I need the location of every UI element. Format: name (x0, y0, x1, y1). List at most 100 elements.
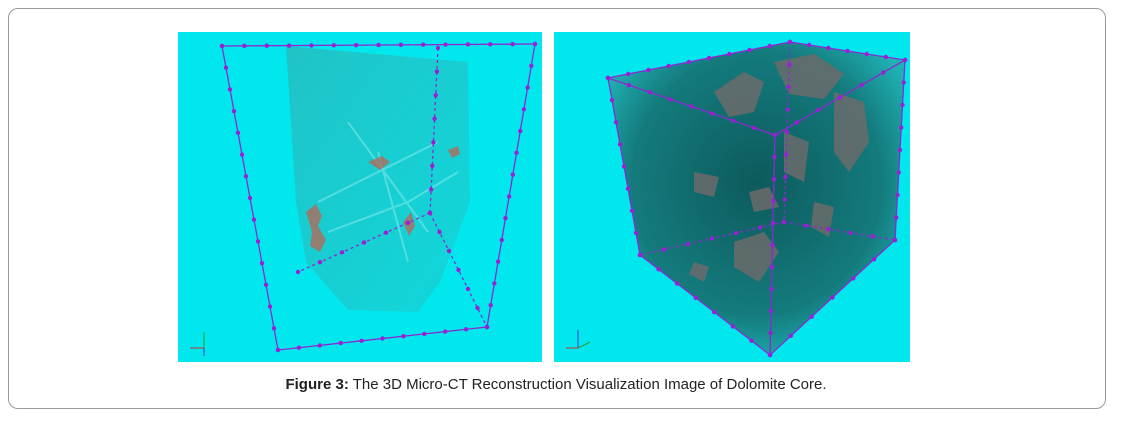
edge-dot (435, 45, 441, 51)
edge-dot (263, 282, 269, 288)
edge-dot (380, 336, 385, 341)
edge-dot (706, 55, 712, 61)
edge-dot (770, 242, 775, 248)
edge-dot (787, 39, 793, 45)
edge-dot (617, 142, 623, 147)
edge-dot (870, 234, 875, 239)
edge-dot (712, 309, 717, 315)
edge-dot (609, 97, 615, 103)
edge-dot (605, 75, 611, 81)
edge-dot (901, 80, 906, 85)
edge-dot (859, 82, 864, 88)
edge-dot (864, 51, 869, 57)
edge-dot (430, 163, 435, 169)
edge-dot (247, 195, 253, 201)
edge-dot (733, 230, 739, 236)
edge-dot (518, 128, 523, 134)
edge-dot (383, 230, 389, 235)
edge-dot (693, 295, 698, 301)
edge-dot (899, 125, 904, 130)
edge-dot (286, 43, 292, 48)
edge-dot (625, 186, 631, 191)
edge-dot (892, 237, 898, 243)
edge-dot (446, 248, 452, 254)
edge-dot (848, 230, 853, 235)
edge-dot (271, 326, 277, 331)
edge-dot (219, 43, 225, 49)
edge-dot (475, 305, 480, 311)
edge-dot (731, 118, 736, 123)
edge-dot (804, 223, 809, 228)
edge-dot (851, 276, 856, 281)
edge-dot (646, 67, 651, 73)
edge-dot (770, 220, 776, 226)
edge-dot (428, 187, 434, 192)
edge-dot (484, 324, 490, 330)
edge-dot (359, 338, 364, 343)
edge (783, 221, 896, 241)
edge-dot (514, 150, 519, 156)
edge-dot (902, 57, 908, 63)
edge-dot (782, 197, 787, 202)
caption-text: The 3D Micro-CT Reconstruction Visualiza… (352, 376, 827, 393)
edge-dot (757, 225, 763, 230)
edge-dot (767, 352, 773, 358)
edge-dot (521, 107, 527, 112)
edge-dot (881, 70, 886, 75)
edge-dot (686, 59, 692, 65)
edge-dot (376, 42, 381, 48)
edge (486, 43, 536, 328)
edge-dot (421, 42, 426, 47)
edge-dot (295, 269, 301, 275)
axis-glyph (190, 332, 205, 356)
edge-dot (656, 267, 661, 272)
edge-dot (747, 47, 752, 53)
edge-dot (488, 303, 493, 308)
core-volume (286, 46, 470, 312)
edge-dot (242, 43, 247, 49)
edge-dot (826, 227, 831, 232)
edge-dot (806, 42, 812, 48)
edge-dot (361, 240, 367, 245)
edge-dot (781, 219, 787, 225)
edge-dot (525, 85, 530, 90)
pores (689, 54, 869, 282)
edge-dot (532, 41, 538, 47)
edge-dot (264, 43, 269, 48)
edge-dot (816, 107, 821, 113)
edge-dot (786, 84, 791, 90)
edge-dot (275, 347, 281, 353)
edge-dot (339, 250, 345, 255)
edge-dot (771, 176, 777, 182)
edge-dot (255, 239, 261, 244)
edge-dot (499, 237, 504, 243)
ct-image-left (178, 32, 542, 362)
edge-dot (422, 331, 427, 337)
edge-dot (629, 208, 635, 213)
edge-dot (331, 43, 336, 48)
edge-dot (788, 333, 794, 339)
edge-dot (431, 140, 436, 145)
fractures (317, 121, 459, 263)
edge-dot (443, 329, 448, 334)
edge-dot (730, 324, 736, 329)
edge-dot (317, 259, 323, 265)
axis-glyph (566, 330, 591, 349)
edge-dot (488, 42, 493, 47)
edge-dot (768, 308, 774, 314)
edge-dot (787, 62, 792, 67)
edge-dot (900, 102, 905, 108)
edge-dot (227, 87, 233, 92)
edge-dot (668, 97, 673, 102)
edge-dot (503, 215, 508, 221)
edge-dot (401, 334, 406, 339)
edge-dot (771, 198, 776, 204)
edge-dot (463, 327, 469, 332)
edge (639, 254, 771, 356)
edge-dot (529, 63, 534, 68)
ct-image-right (554, 32, 910, 362)
edge-dot (427, 210, 433, 216)
edge-dot (894, 215, 899, 220)
edge-dot (794, 120, 799, 125)
edge-dot (845, 48, 850, 54)
